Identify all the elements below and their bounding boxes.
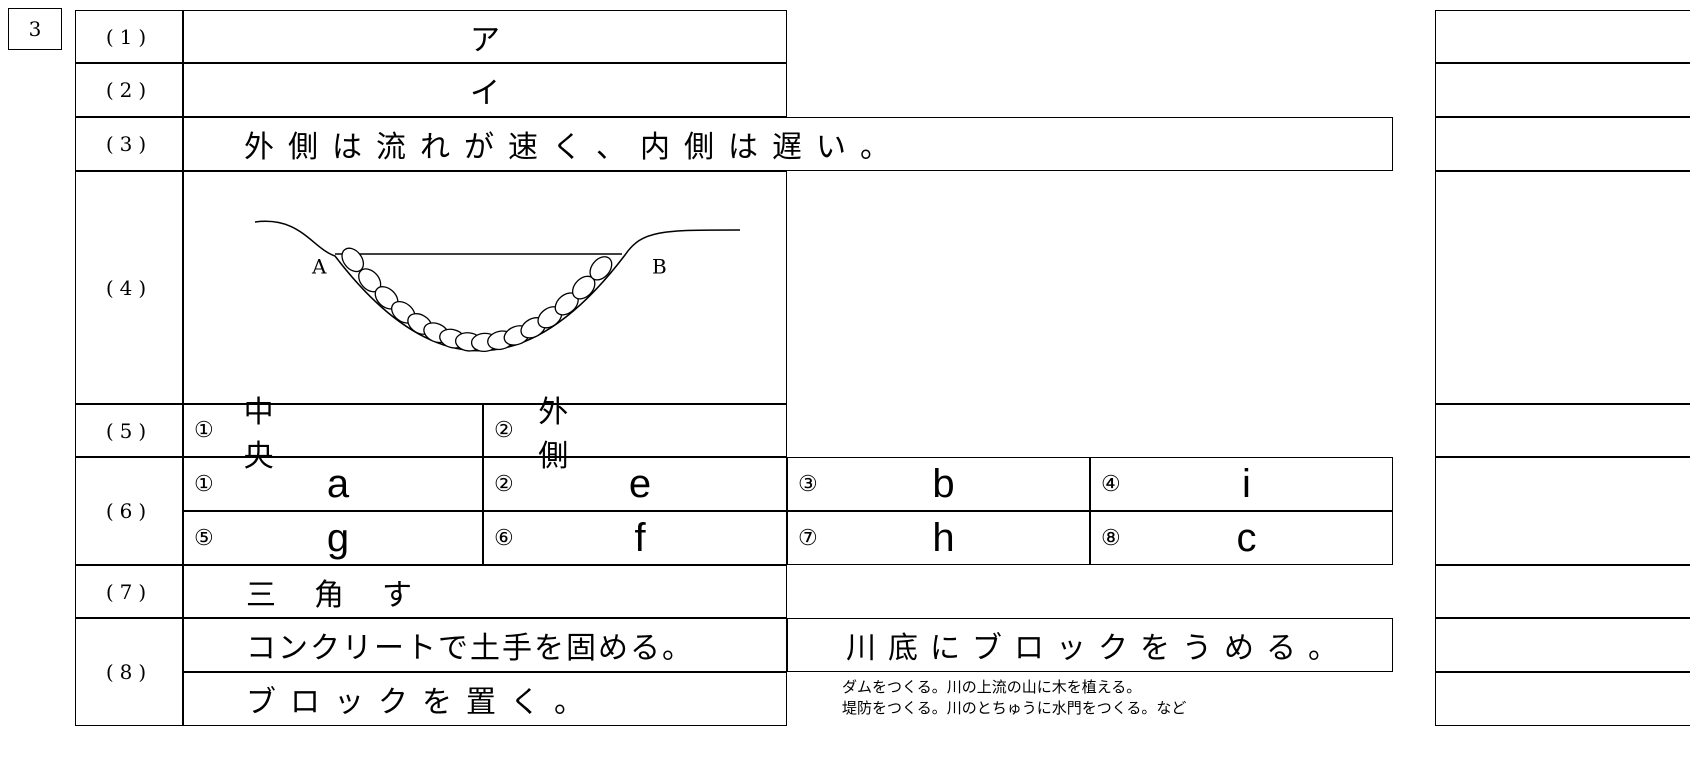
- answer: イ: [183, 63, 787, 117]
- answer: ア: [183, 10, 787, 63]
- answer: 中央: [243, 394, 364, 474]
- answer-number: ⑤: [194, 525, 214, 551]
- answer: 三角す: [183, 565, 787, 618]
- q-label: (3): [75, 117, 183, 171]
- score-cell: [1435, 63, 1690, 117]
- answer-number: ④: [1101, 471, 1121, 497]
- point-a: A: [311, 255, 327, 279]
- q-label: (8): [75, 618, 183, 726]
- q-label: (7): [75, 565, 183, 618]
- answer-number: ③: [798, 471, 818, 497]
- answer: f: [634, 515, 646, 560]
- q-label: (5): [75, 404, 183, 457]
- q-label: (2): [75, 63, 183, 117]
- score-cell: [1435, 672, 1690, 726]
- answer-number: ⑧: [1101, 525, 1121, 551]
- other-answer: 堤防をつくる。川のとちゅうに水門をつくる。など: [842, 699, 1187, 717]
- answer: g: [326, 515, 350, 560]
- score-cell: [1435, 10, 1690, 63]
- answer-cell: ② 外側: [483, 395, 787, 474]
- answer-number: ⑦: [798, 525, 818, 551]
- other-answers: ダムをつくる。川の上流の山に木を植える。 堤防をつくる。川のとちゅうに水門をつく…: [842, 677, 1186, 719]
- answer: 外側は流れが速く、内側は遅い。: [183, 117, 1393, 171]
- answer: 川底にブロックをうめる。: [787, 618, 1393, 672]
- score-cell: [1435, 565, 1690, 618]
- answer: b: [932, 461, 955, 506]
- q-label: (4): [75, 171, 183, 404]
- answer: i: [1242, 461, 1251, 506]
- point-b: B: [652, 255, 667, 279]
- stone: [589, 256, 613, 281]
- q-label: (6): [75, 457, 183, 565]
- q-label: (1): [75, 10, 183, 63]
- answer: 外側: [538, 394, 679, 474]
- answer: a: [326, 461, 350, 506]
- other-answer: ダムをつくる。川の上流の山に木を植える。: [842, 678, 1142, 696]
- answer-number: ②: [494, 418, 514, 443]
- answer: h: [932, 515, 955, 560]
- diagram-cell: [183, 171, 787, 404]
- score-cell: [1435, 457, 1690, 565]
- answer: e: [628, 461, 652, 506]
- answer-number: ①: [194, 418, 214, 443]
- answer-number: ⑥: [494, 525, 514, 551]
- score-cell: [1435, 618, 1690, 672]
- section-number: 3: [8, 8, 62, 50]
- stones: [341, 247, 613, 353]
- answer: コンクリートで土手を固める。: [183, 618, 787, 672]
- answer: ブロックを置く。: [183, 672, 787, 726]
- score-cell: [1435, 171, 1690, 404]
- answer-cell: ① 中央: [183, 395, 483, 474]
- score-cell: [1435, 404, 1690, 457]
- score-cell: [1435, 117, 1690, 171]
- answer-number: ②: [494, 471, 514, 497]
- answer-number: ①: [194, 471, 214, 497]
- answer: c: [1236, 515, 1257, 560]
